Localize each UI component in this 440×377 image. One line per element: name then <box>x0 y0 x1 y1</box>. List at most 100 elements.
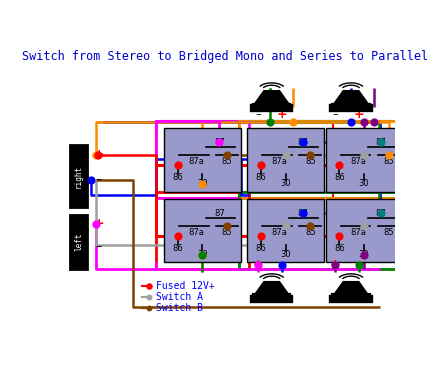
Text: 85: 85 <box>383 228 394 237</box>
Point <box>87 177 94 183</box>
Text: Fused 12V+: Fused 12V+ <box>156 281 215 291</box>
Text: 85: 85 <box>222 157 232 166</box>
Bar <box>156 192 249 268</box>
Bar <box>164 199 241 262</box>
Point <box>361 223 368 229</box>
Point <box>199 181 206 187</box>
Bar <box>156 121 334 198</box>
Point <box>145 283 152 289</box>
Text: 30: 30 <box>197 250 208 259</box>
Text: 30: 30 <box>197 179 208 188</box>
Text: 86: 86 <box>256 173 266 182</box>
Text: 30: 30 <box>280 179 291 188</box>
Text: 87: 87 <box>376 138 386 147</box>
Text: +: + <box>330 258 340 271</box>
Point <box>348 119 355 125</box>
Polygon shape <box>254 282 290 296</box>
Text: +: + <box>93 148 104 161</box>
Text: right: right <box>74 165 83 188</box>
Text: –: – <box>95 173 102 187</box>
Bar <box>326 199 403 262</box>
Point <box>361 252 368 258</box>
Point <box>224 152 231 158</box>
Point <box>282 223 289 229</box>
Bar <box>156 121 249 198</box>
Point <box>93 152 100 158</box>
Text: 87: 87 <box>214 138 225 147</box>
Point <box>145 294 152 300</box>
Text: 87: 87 <box>214 208 225 218</box>
Point <box>378 210 385 216</box>
Point <box>290 119 297 125</box>
Point <box>199 252 206 258</box>
Text: 86: 86 <box>172 173 183 182</box>
Point <box>378 139 385 145</box>
Point <box>199 252 206 258</box>
Point <box>355 262 362 268</box>
Polygon shape <box>254 91 290 104</box>
Text: 87a: 87a <box>188 228 204 237</box>
Bar <box>239 192 410 268</box>
Text: –: – <box>332 110 337 120</box>
Point <box>361 119 368 125</box>
Text: –: – <box>255 110 260 120</box>
Point <box>95 152 102 158</box>
Text: 87a: 87a <box>350 157 366 166</box>
Text: –: – <box>95 241 102 253</box>
Text: 87a: 87a <box>350 228 366 237</box>
Point <box>257 233 264 239</box>
Text: 30: 30 <box>359 179 370 188</box>
Text: Switch B: Switch B <box>156 303 203 313</box>
Point <box>299 210 306 216</box>
Point <box>93 221 100 227</box>
Bar <box>164 129 241 192</box>
Point <box>385 152 392 158</box>
Text: 85: 85 <box>305 228 315 237</box>
Point <box>257 162 264 168</box>
Bar <box>239 121 410 198</box>
Text: 87a: 87a <box>271 157 287 166</box>
Point <box>299 139 306 145</box>
Text: left: left <box>74 232 83 251</box>
Point <box>254 262 261 268</box>
Text: 87: 87 <box>376 208 386 218</box>
Text: +: + <box>353 108 364 121</box>
Point <box>299 139 306 145</box>
Text: 85: 85 <box>305 157 315 166</box>
Point <box>336 162 343 168</box>
Point <box>224 223 231 229</box>
Text: Switch A: Switch A <box>156 292 203 302</box>
Text: –: – <box>279 260 285 270</box>
Text: 30: 30 <box>280 250 291 259</box>
Point <box>145 305 152 311</box>
Point <box>307 223 314 229</box>
Bar <box>247 129 324 192</box>
Point <box>361 152 368 158</box>
Point <box>282 152 289 158</box>
Text: 87: 87 <box>297 208 308 218</box>
Text: 86: 86 <box>172 244 183 253</box>
Text: Switch from Stereo to Bridged Mono and Series to Parallel: Switch from Stereo to Bridged Mono and S… <box>22 49 429 63</box>
Text: 86: 86 <box>256 244 266 253</box>
Bar <box>70 146 87 207</box>
Text: 85: 85 <box>222 228 232 237</box>
Point <box>174 162 181 168</box>
Point <box>331 262 338 268</box>
Bar <box>239 121 410 198</box>
Text: +: + <box>93 218 104 230</box>
Bar <box>326 129 403 192</box>
Point <box>267 119 274 125</box>
Text: 86: 86 <box>334 244 345 253</box>
Text: 30: 30 <box>359 250 370 259</box>
Polygon shape <box>334 282 369 296</box>
Point <box>278 262 285 268</box>
Text: 87: 87 <box>297 138 308 147</box>
Text: +: + <box>276 108 287 121</box>
Text: –: – <box>356 260 362 270</box>
Point <box>370 119 378 125</box>
Polygon shape <box>334 91 369 104</box>
Text: 87a: 87a <box>188 157 204 166</box>
Point <box>336 233 343 239</box>
Text: 85: 85 <box>383 157 394 166</box>
Point <box>307 152 314 158</box>
